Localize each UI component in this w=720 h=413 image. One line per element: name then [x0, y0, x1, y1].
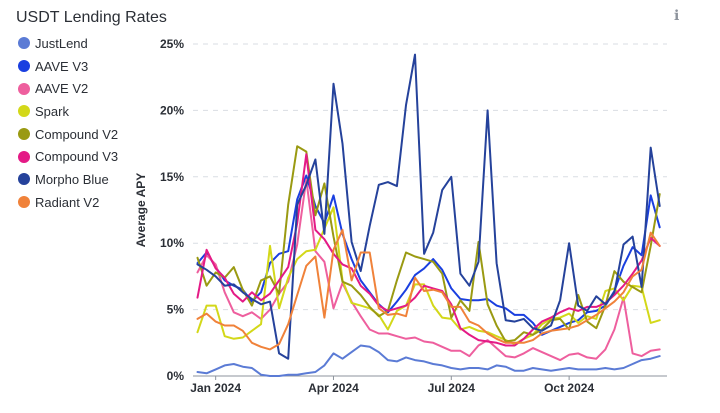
- legend-swatch: [18, 82, 30, 95]
- legend-item-compound-v2[interactable]: Compound V2: [18, 123, 138, 146]
- y-tick-label: 15%: [160, 170, 184, 184]
- legend-label: Compound V2: [35, 126, 119, 142]
- legend-swatch: [18, 173, 30, 186]
- legend-label: Spark: [35, 103, 69, 119]
- series-line-spark[interactable]: [196, 206, 661, 346]
- y-tick-label: 25%: [160, 37, 184, 51]
- chart-title: USDT Lending Rates: [16, 9, 167, 26]
- series-line-aave-v3[interactable]: [196, 174, 661, 336]
- y-tick-label: 5%: [167, 303, 185, 317]
- legend-swatch: [18, 150, 30, 163]
- series-line-morpho-blue[interactable]: [196, 53, 661, 360]
- legend-item-morpho-blue[interactable]: Morpho Blue: [18, 168, 138, 191]
- legend-swatch: [18, 128, 30, 141]
- info-icon[interactable]: ℹ: [674, 8, 680, 24]
- legend-item-compound-v3[interactable]: Compound V3: [18, 145, 138, 168]
- legend-label: Radiant V2: [35, 194, 100, 210]
- legend-label: JustLend: [35, 35, 88, 51]
- legend-item-aave-v2[interactable]: AAVE V2: [18, 77, 138, 100]
- legend-label: AAVE V2: [35, 81, 89, 97]
- legend-label: Morpho Blue: [35, 171, 109, 187]
- series-line-aave-v2[interactable]: [196, 178, 661, 362]
- series-line-radiant-v2[interactable]: [196, 228, 661, 351]
- legend-swatch: [18, 37, 30, 50]
- x-tick-label: Jul 2024: [428, 381, 476, 395]
- y-tick-label: 0%: [167, 369, 185, 383]
- x-tick-label: Jan 2024: [190, 381, 241, 395]
- legend-swatch: [18, 196, 30, 209]
- y-tick-label: 10%: [160, 236, 184, 250]
- legend-label: AAVE V3: [35, 58, 89, 74]
- legend-item-spark[interactable]: Spark: [18, 100, 138, 123]
- y-axis-title: Average APY: [134, 173, 148, 247]
- y-tick-label: 20%: [160, 103, 184, 117]
- legend-label: Compound V3: [35, 149, 119, 165]
- chart-legend: JustLend AAVE V3 AAVE V2 Spark Compound V2 Co…: [18, 32, 138, 214]
- x-tick-label: Oct 2024: [544, 381, 594, 395]
- legend-item-aave-v3[interactable]: AAVE V3: [18, 55, 138, 78]
- legend-swatch: [18, 60, 30, 73]
- legend-swatch: [18, 105, 30, 118]
- legend-item-radiant-v2[interactable]: Radiant V2: [18, 191, 138, 214]
- legend-item-justlend[interactable]: JustLend: [18, 32, 138, 55]
- x-tick-label: Apr 2024: [308, 381, 359, 395]
- series-line-justlend[interactable]: [196, 344, 661, 377]
